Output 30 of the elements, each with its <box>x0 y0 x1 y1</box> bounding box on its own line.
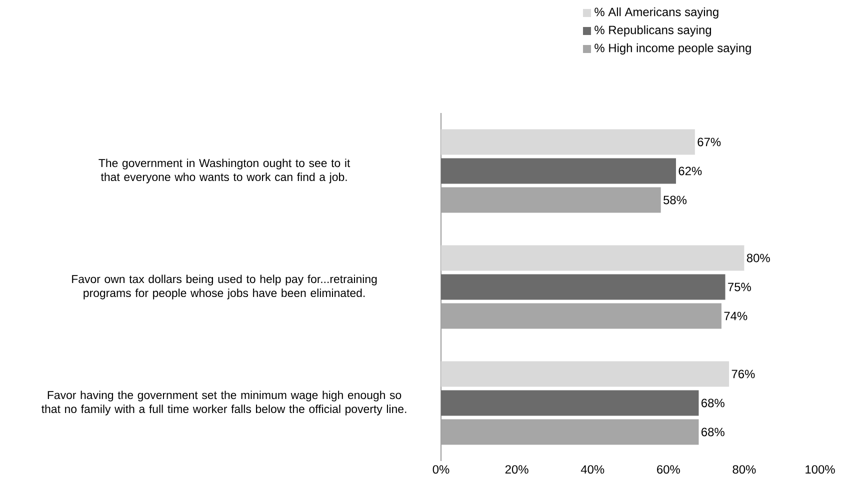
x-tick-label: 40% <box>580 465 604 474</box>
bar <box>441 274 726 300</box>
bar <box>441 129 695 155</box>
data-label: 67% <box>698 138 721 146</box>
bar <box>441 390 699 416</box>
legend-label: % All Americans saying <box>594 7 718 19</box>
data-label: 68% <box>702 398 724 408</box>
data-label: 62% <box>678 166 702 176</box>
y-tick-label: The government in Washington ought to see to it that everyone who wants to work can find a job. <box>98 158 350 184</box>
legend-label: % High income people saying <box>594 43 751 55</box>
y-tick-label: Favor own tax dollars being used to help pay for...retraining programs for people whose jobs have been eliminated. <box>72 274 377 300</box>
bar <box>441 158 676 184</box>
bar <box>441 361 730 387</box>
x-tick-label: 20% <box>505 465 528 474</box>
data-label: 68% <box>702 428 724 436</box>
legend-label: % Republicans saying <box>594 25 712 37</box>
data-label: 74% <box>724 312 748 320</box>
bar <box>441 303 722 329</box>
data-label: 58% <box>664 196 687 204</box>
bar <box>441 245 744 271</box>
bar <box>441 419 699 445</box>
x-tick-label: 0% <box>432 465 450 474</box>
y-tick-label: Favor having the government set the minimum wage high enough so that no family with a full time worker falls below the official poverty line. <box>42 390 406 416</box>
x-tick-label: 60% <box>657 465 680 474</box>
bar <box>441 187 661 213</box>
data-label: 76% <box>732 370 755 378</box>
data-label: 75% <box>728 282 751 292</box>
data-label: 80% <box>746 254 770 262</box>
x-tick-label: 80% <box>732 465 756 474</box>
x-tick-label: 100% <box>806 465 835 474</box>
